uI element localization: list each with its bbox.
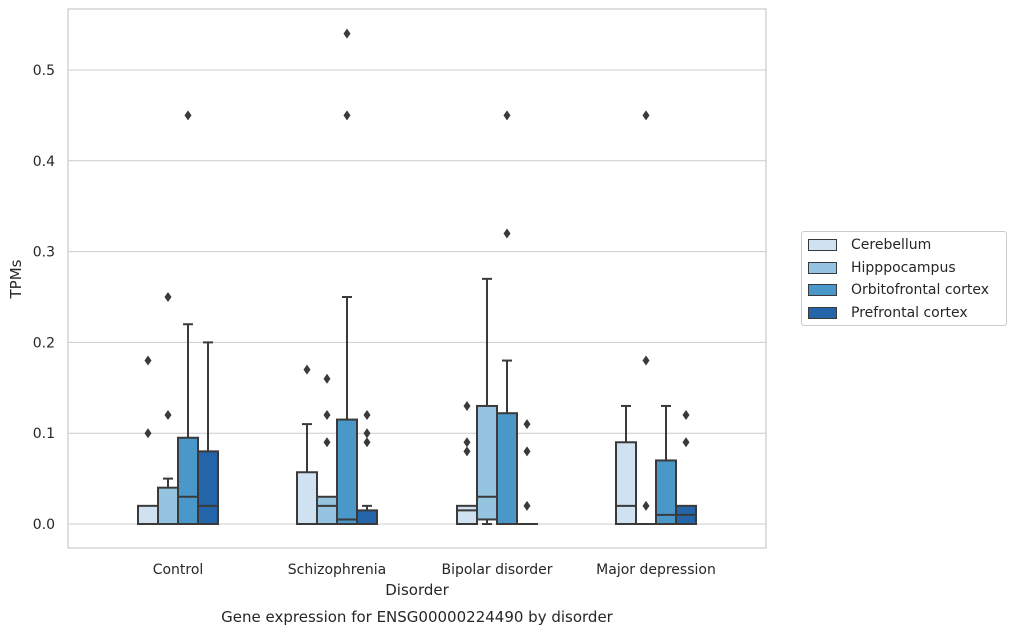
- box: [316, 495, 338, 526]
- box: [336, 418, 358, 525]
- box: [496, 412, 518, 525]
- box: [615, 441, 637, 525]
- outlier-point: [343, 28, 351, 39]
- outlier-point: [363, 437, 371, 448]
- box-group: [356, 410, 378, 526]
- outlier-point: [323, 437, 331, 448]
- outlier-point: [343, 110, 351, 121]
- outlier-point: [164, 410, 172, 421]
- outlier-point: [463, 400, 471, 411]
- legend-label-orbitofrontal-cortex: Orbitofrontal cortex: [851, 282, 989, 298]
- box: [456, 504, 478, 525]
- box: [177, 436, 199, 525]
- y-tick-label: 0.4: [33, 154, 55, 170]
- outlier-point: [523, 500, 531, 511]
- y-tick-label: 0.1: [33, 426, 55, 442]
- box: [296, 471, 318, 525]
- x-tick-label: Bipolar disorder: [441, 562, 552, 578]
- box-group: [615, 404, 637, 525]
- outlier-point: [323, 373, 331, 384]
- legend-item-hippocampus: Hipppocampus: [808, 258, 956, 278]
- x-tick-label: Major depression: [596, 562, 716, 578]
- box-group: [197, 341, 219, 525]
- box: [157, 486, 179, 525]
- box-group: [635, 110, 657, 526]
- chart-title: Gene expression for ENSG00000224490 by d…: [221, 608, 614, 626]
- outlier-point: [184, 110, 192, 121]
- outlier-point: [503, 228, 511, 239]
- plot-frame: [67, 8, 767, 549]
- legend: Cerebellum Hipppocampus Orbitofrontal co…: [801, 231, 1007, 326]
- outlier-point: [303, 364, 311, 375]
- legend-label-hippocampus: Hipppocampus: [851, 260, 956, 276]
- legend-swatch-hippocampus: [808, 262, 837, 274]
- box-group: [655, 404, 677, 526]
- box-group: [675, 410, 697, 525]
- box-group: [476, 277, 498, 525]
- legend-item-cerebellum: Cerebellum: [808, 235, 931, 255]
- outlier-point: [164, 292, 172, 302]
- outlier-point: [144, 355, 152, 366]
- outlier-point: [323, 410, 331, 421]
- box: [476, 404, 498, 521]
- box-group: [496, 110, 518, 525]
- legend-swatch-prefrontal-cortex: [808, 307, 837, 319]
- outlier-point: [682, 437, 690, 448]
- box-group: [516, 419, 538, 526]
- y-tick-label: 0.2: [33, 335, 55, 351]
- plot-marks: [137, 28, 697, 526]
- box: [655, 459, 677, 526]
- box-group: [137, 355, 159, 525]
- y-tick-labels: 0.0 0.1 0.2 0.3 0.4 0.5: [33, 63, 55, 533]
- outlier-point: [503, 110, 511, 121]
- grid-lines: [68, 69, 766, 525]
- box: [197, 450, 219, 525]
- box: [356, 509, 378, 526]
- outlier-point: [523, 446, 531, 457]
- outlier-point: [642, 110, 650, 121]
- outlier-point: [523, 419, 531, 430]
- outlier-point: [363, 410, 371, 421]
- outlier-point: [642, 500, 650, 511]
- x-tick-label: Control: [153, 562, 204, 578]
- box-group: [177, 110, 199, 525]
- legend-label-cerebellum: Cerebellum: [851, 237, 932, 253]
- box: [137, 504, 159, 525]
- outlier-point: [642, 355, 650, 366]
- legend-label-prefrontal-cortex: Prefrontal cortex: [851, 305, 968, 321]
- y-axis-label: TPMs: [7, 259, 25, 299]
- x-axis-label: Disorder: [385, 581, 449, 599]
- y-tick-label: 0.0: [33, 517, 55, 533]
- outlier-point: [144, 428, 152, 439]
- box-group: [336, 28, 358, 525]
- y-tick-label: 0.5: [33, 63, 55, 79]
- legend-swatch-orbitofrontal-cortex: [808, 284, 837, 296]
- box-group: [456, 400, 478, 525]
- box-group: [296, 364, 318, 525]
- x-tick-label: Schizophrenia: [288, 562, 386, 578]
- outlier-point: [363, 428, 371, 439]
- x-tick-labels: Control Schizophrenia Bipolar disorder Majo…: [153, 562, 716, 578]
- y-tick-label: 0.3: [33, 245, 55, 261]
- legend-item-prefrontal-cortex: Prefrontal cortex: [808, 303, 968, 323]
- legend-item-orbitofrontal-cortex: Orbitofrontal cortex: [808, 280, 989, 300]
- outlier-point: [463, 446, 471, 457]
- legend-swatch-cerebellum: [808, 239, 837, 251]
- box-group: [316, 373, 338, 526]
- outlier-point: [463, 437, 471, 448]
- box-group: [157, 292, 179, 525]
- outlier-point: [682, 410, 690, 421]
